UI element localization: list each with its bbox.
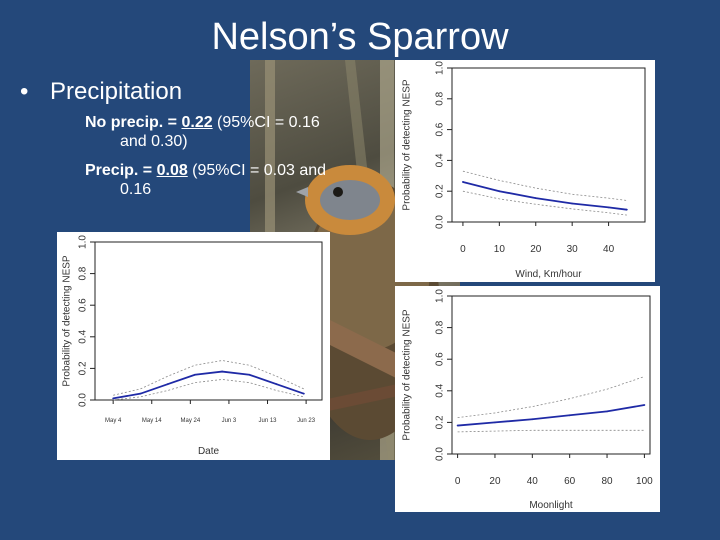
wind-plot-frame	[451, 67, 646, 223]
moonlight-estimate-line	[457, 404, 645, 427]
moonlight-x-tick-label: 20	[489, 476, 501, 487]
date-x-tick-label: Jun 23	[297, 418, 316, 424]
moonlight-data-point	[531, 418, 534, 421]
moonlight-plot-frame	[451, 295, 651, 455]
moonlight-y-tick-label: 0.0	[435, 447, 446, 461]
wind-y-tick-label: 1.0	[435, 61, 446, 75]
precip-ci-start: (95%CI = 0.03 and	[187, 162, 327, 179]
moonlight-y-tick-label: 0.4	[435, 383, 446, 397]
date-chart-svg: 0.0 0.2 0.4 0.6 0.8 1.0 May 4 May 14 May 24 Jun 3…	[62, 235, 323, 457]
moonlight-upper-ci-line	[457, 376, 645, 419]
wind-y-axis-label: Probability of detecting NESP	[402, 79, 413, 211]
precip-line: Precip. = 0.08 (95%CI = 0.03 and	[85, 161, 326, 180]
wind-data-point	[462, 181, 464, 183]
moonlight-x-tick-label: 100	[636, 476, 653, 487]
date-x-axis-label: Date	[198, 446, 220, 457]
slide-title: Nelson’s Sparrow	[211, 16, 509, 58]
no-precip-ci-start: (95%CI = 0.16	[212, 114, 320, 131]
wind-data-point	[534, 197, 537, 200]
moonlight-x-axis-label: Moonlight	[529, 500, 573, 511]
date-y-tick-label: 1.0	[78, 235, 89, 249]
moonlight-chart-svg: 0.0 0.2 0.4 0.6 0.8 1.0 0 20 40 60 80 100 Moonlight P…	[402, 289, 654, 511]
wind-y-tick-label: 0.0	[435, 215, 446, 229]
wind-chart: 0.0 0.2 0.4 0.6 0.8 1.0 0 10 20 30 40 Wind, Km/hour…	[395, 60, 655, 282]
wind-y-tick-label: 0.8	[435, 91, 446, 105]
wind-x-tick-label: 20	[530, 244, 542, 255]
moonlight-lower-ci-line	[457, 429, 645, 433]
wind-y-tick-label: 0.4	[435, 153, 446, 167]
date-data-point	[248, 373, 251, 376]
wind-x-tick-label: 0	[460, 244, 466, 255]
bullet-text: Precipitation	[50, 78, 183, 105]
no-precip-label: No precip. =	[85, 114, 182, 131]
date-y-tick-label: 0.8	[78, 266, 89, 280]
no-precip-ci-end: and 0.30)	[120, 133, 188, 150]
moonlight-x-tick-label: 80	[601, 476, 613, 487]
wind-data-point	[498, 190, 501, 193]
moonlight-data-point	[568, 414, 571, 417]
date-x-tick-label: Jun 13	[259, 418, 278, 424]
moonlight-chart: 0.0 0.2 0.4 0.6 0.8 1.0 0 20 40 60 80 100 Moonlight P…	[395, 286, 660, 512]
date-x-tick-label: May 14	[142, 418, 162, 424]
date-plot-frame	[94, 241, 323, 401]
wind-x-axis-label: Wind, Km/hour	[515, 269, 582, 280]
date-y-tick-label: 0.2	[78, 361, 89, 375]
date-data-point	[275, 383, 278, 386]
moonlight-data-point	[606, 410, 608, 413]
date-data-point	[139, 392, 142, 395]
date-y-tick-label: 0.4	[78, 329, 89, 343]
precip-ci-end: 0.16	[120, 181, 152, 198]
wind-chart-svg: 0.0 0.2 0.4 0.6 0.8 1.0 0 10 20 30 40 Wind, Km/hour…	[402, 61, 646, 280]
wind-x-tick-label: 10	[494, 244, 506, 255]
date-x-tick-label: May 4	[105, 418, 122, 424]
date-data-point	[112, 397, 115, 400]
date-data-point	[193, 373, 196, 376]
no-precip-value: 0.22	[181, 114, 213, 131]
date-data-point	[221, 370, 224, 373]
moonlight-data-point	[643, 404, 646, 406]
wind-x-tick-label: 40	[603, 244, 615, 255]
date-x-tick-label: Jun 3	[222, 418, 237, 424]
date-x-tick-label: May 24	[180, 418, 200, 424]
bullet-item: • Precipitation	[20, 78, 182, 106]
wind-estimate-line	[462, 181, 627, 211]
wind-y-tick-label: 0.2	[435, 184, 446, 198]
date-data-point	[302, 392, 305, 395]
wind-y-tick-label: 0.6	[435, 122, 446, 136]
moonlight-y-tick-label: 0.6	[435, 352, 446, 366]
moonlight-x-tick-label: 0	[455, 476, 461, 487]
moonlight-data-point	[494, 421, 496, 424]
wind-data-point	[571, 202, 574, 205]
precip-value: 0.08	[156, 162, 188, 179]
wind-lower-ci-line	[462, 190, 627, 216]
moonlight-x-tick-label: 60	[564, 476, 576, 487]
bullet-marker: •	[20, 78, 29, 105]
moonlight-data-point	[456, 424, 459, 427]
wind-x-tick-label: 30	[567, 244, 579, 255]
date-y-tick-label: 0.6	[78, 298, 89, 312]
date-y-axis-label: Probability of detecting NESP	[62, 255, 73, 387]
moonlight-y-tick-label: 1.0	[435, 289, 446, 303]
precip-label: Precip. =	[85, 162, 157, 179]
date-estimate-line	[113, 370, 305, 400]
date-data-point	[166, 383, 169, 386]
date-y-tick-label: 0.0	[78, 393, 89, 407]
moonlight-y-axis-label: Probability of detecting NESP	[402, 309, 413, 441]
moonlight-x-tick-label: 40	[527, 476, 539, 487]
wind-data-point	[625, 208, 628, 211]
date-lower-ci-line	[113, 379, 304, 401]
date-upper-ci-line	[113, 360, 305, 396]
date-chart: 0.0 0.2 0.4 0.6 0.8 1.0 May 4 May 14 May 24 Jun 3…	[57, 232, 330, 460]
moonlight-y-tick-label: 0.2	[435, 415, 446, 429]
wind-upper-ci-line	[462, 170, 627, 201]
no-precip-line: No precip. = 0.22 (95%CI = 0.16	[85, 113, 320, 132]
wind-data-point	[607, 206, 610, 209]
moonlight-y-tick-label: 0.8	[435, 320, 446, 334]
